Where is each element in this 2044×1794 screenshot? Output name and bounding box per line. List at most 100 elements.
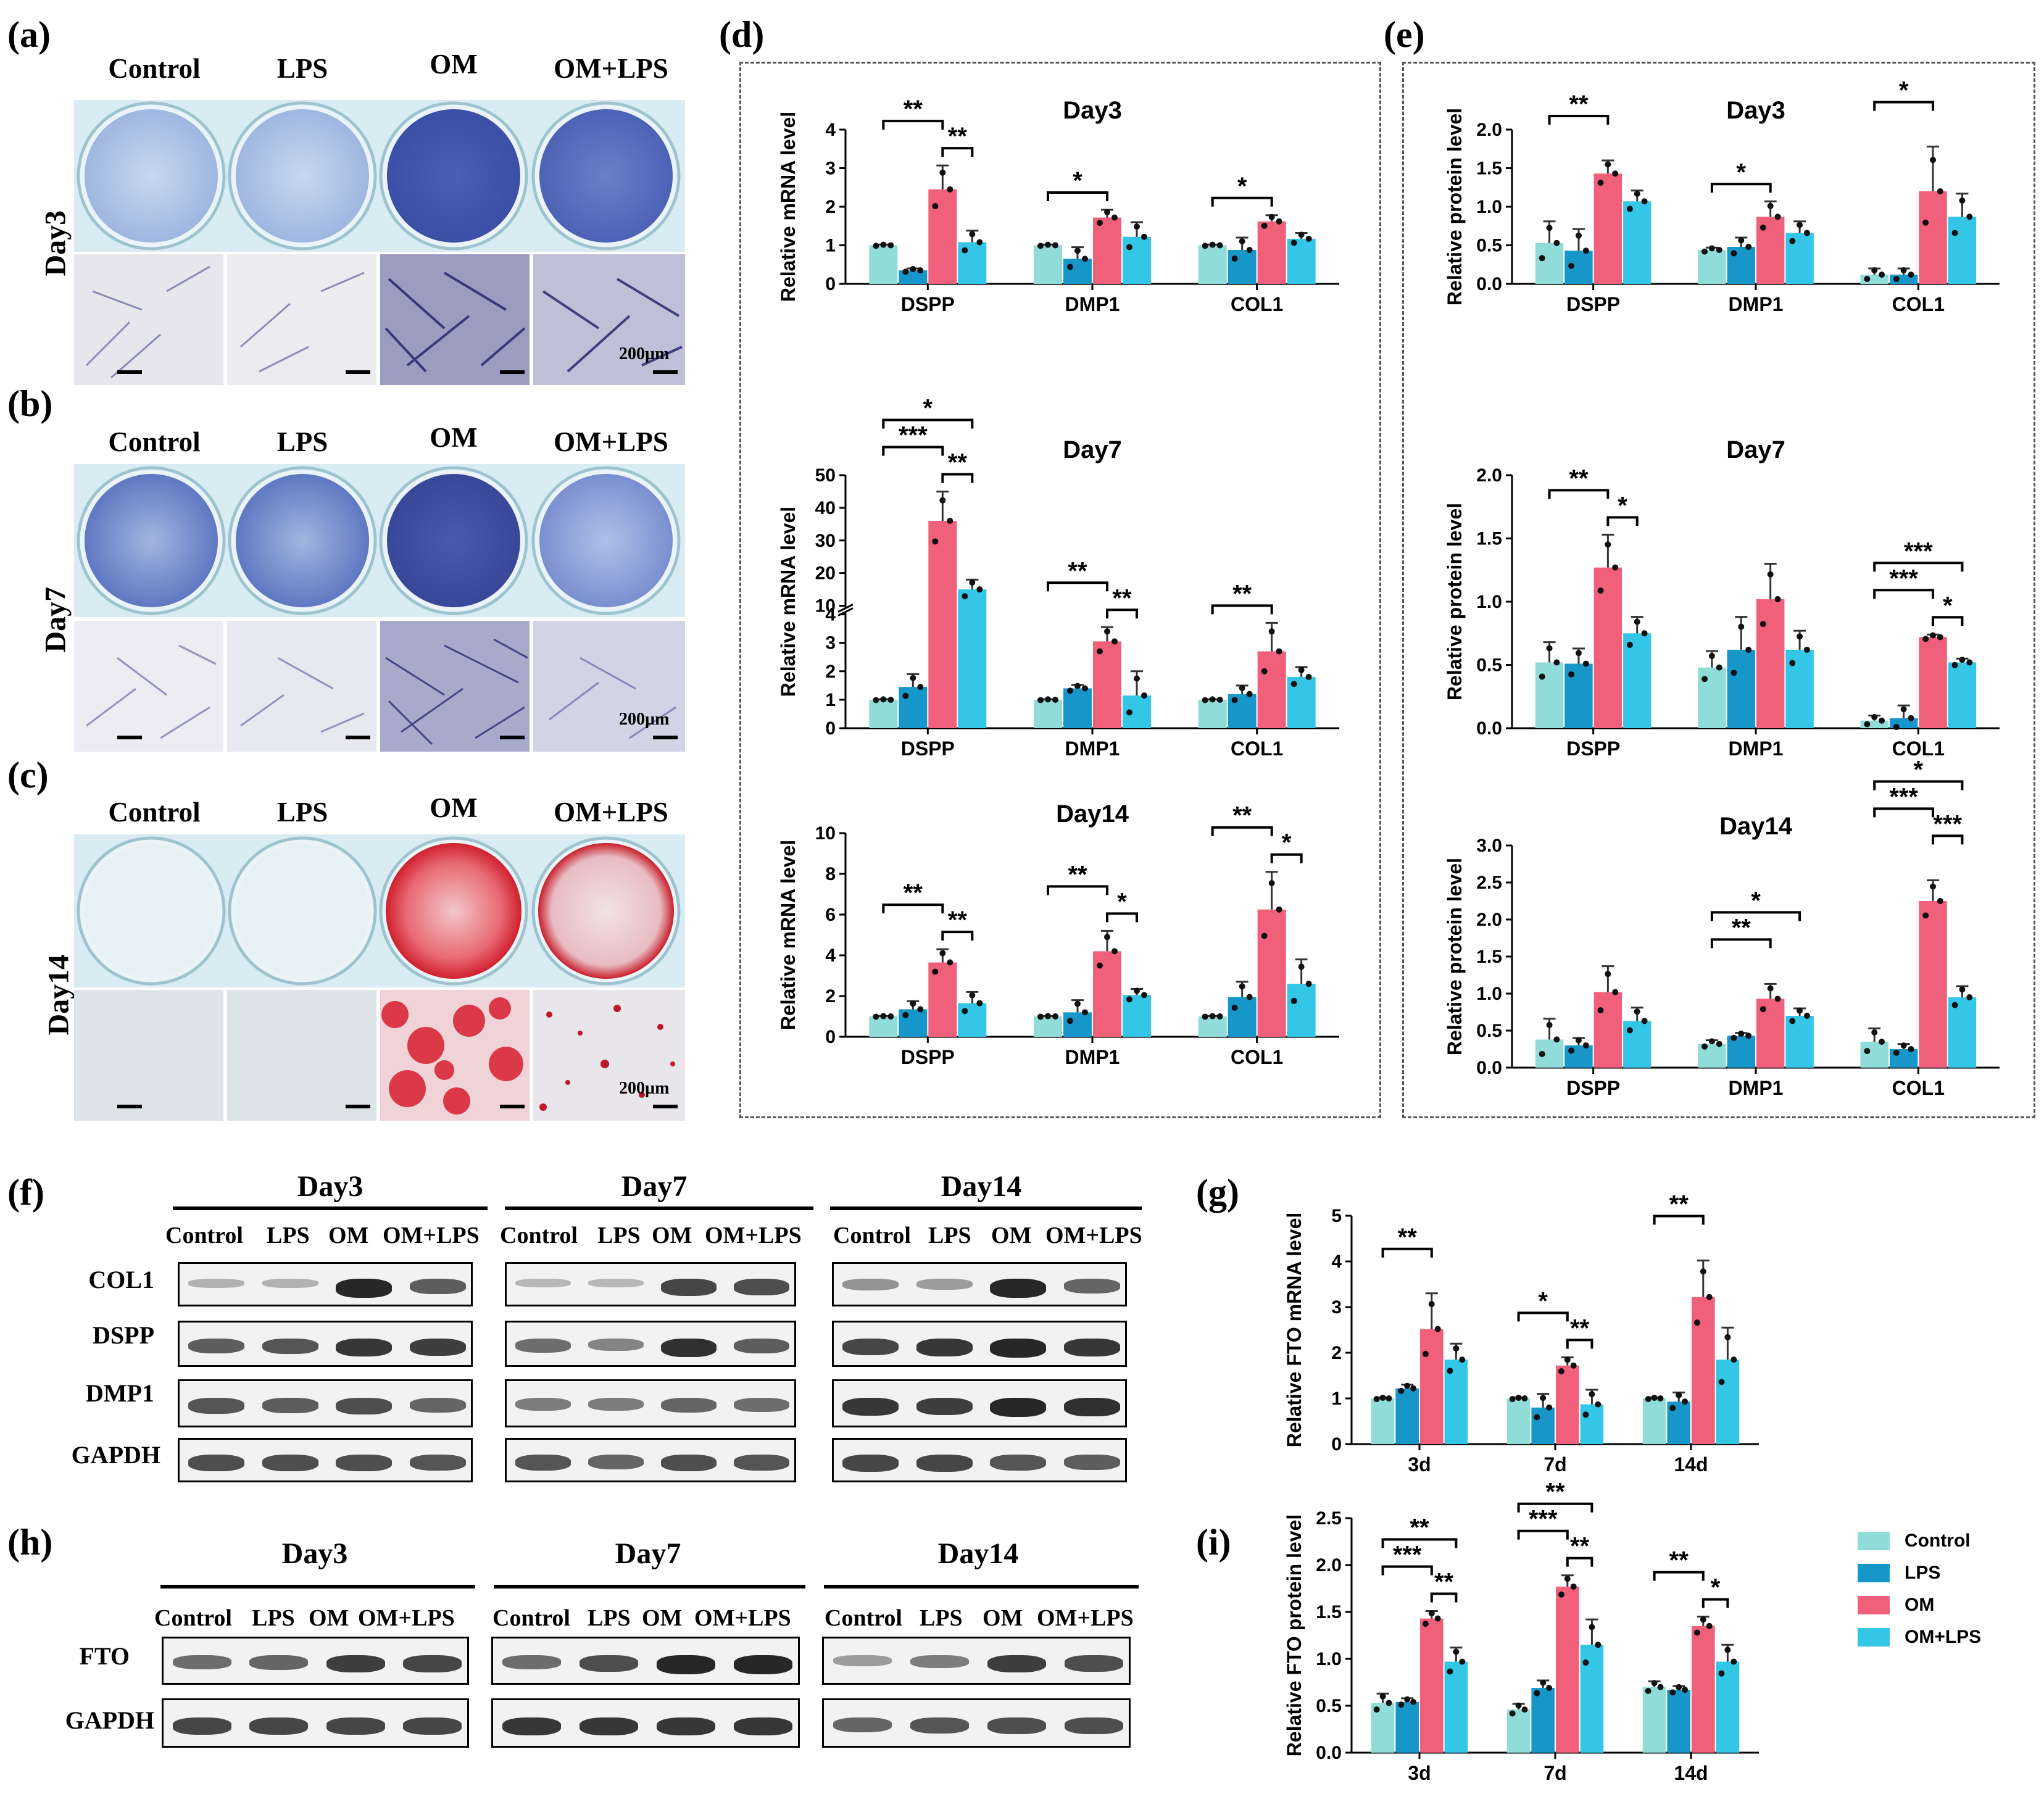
data-point	[1641, 630, 1648, 637]
data-point	[1930, 883, 1937, 890]
protein-band	[657, 1655, 715, 1675]
data-point	[1582, 247, 1589, 254]
bar	[1034, 699, 1062, 728]
data-point	[1515, 1394, 1522, 1401]
scale-bar	[346, 1105, 370, 1108]
bar	[1623, 633, 1651, 728]
data-point	[1231, 697, 1238, 704]
bar	[1948, 997, 1977, 1068]
protein-band	[588, 1279, 644, 1288]
blot-strip	[832, 1321, 1127, 1367]
bar	[1593, 173, 1622, 284]
data-point	[976, 239, 983, 246]
x-tick-label: 3d	[1408, 1453, 1431, 1476]
bar	[1034, 1016, 1062, 1037]
wb-day3: Day3	[297, 1170, 364, 1203]
significance-bracket	[1710, 938, 1772, 949]
data-point	[1558, 1591, 1564, 1598]
protein-band	[916, 1455, 973, 1472]
divider	[494, 1585, 805, 1588]
data-point	[1730, 670, 1737, 676]
bar	[1395, 1701, 1419, 1753]
wb-lane-label: Control	[500, 1223, 578, 1248]
wb-lane-label: OM+LPS	[383, 1223, 480, 1248]
data-point	[1570, 1362, 1577, 1369]
data-point	[1582, 1042, 1589, 1049]
significance-label: *	[1899, 77, 1909, 104]
data-point	[1231, 1004, 1238, 1011]
scale-bar	[500, 370, 525, 374]
legend-item-om-lps: OM+LPS	[1858, 1627, 1981, 1648]
significance-bracket	[882, 120, 944, 130]
data-point	[1521, 1706, 1528, 1713]
data-point	[1657, 1395, 1664, 1402]
blot-strip	[505, 1379, 796, 1427]
data-point	[1693, 1319, 1700, 1326]
wb-lane-label: OM+LPS	[705, 1223, 802, 1248]
data-point	[1738, 623, 1745, 630]
protein-band	[188, 1455, 245, 1471]
bar	[958, 589, 987, 728]
data-point	[1597, 180, 1604, 186]
y-tick-label: 6	[825, 905, 836, 925]
data-point	[1290, 239, 1297, 246]
significance-label: **	[1570, 1533, 1590, 1560]
data-point	[1718, 1379, 1725, 1385]
bar	[928, 962, 957, 1037]
y-tick-label: 3	[825, 633, 836, 654]
y-axis-label: Relative mRNA level	[777, 840, 799, 1030]
y-tick-label: 0.0	[1476, 718, 1502, 739]
protein-band	[734, 1279, 789, 1295]
header-control: Control	[108, 53, 201, 84]
y-tick-label: 30	[815, 531, 836, 551]
data-point	[1575, 1037, 1582, 1044]
header-control: Control	[108, 426, 201, 457]
data-point	[1797, 222, 1803, 228]
y-tick-label: 1.5	[1316, 1602, 1342, 1622]
bar	[1420, 1618, 1444, 1753]
data-point	[1434, 1326, 1441, 1332]
data-point	[1239, 238, 1245, 244]
data-point	[962, 1008, 968, 1015]
data-point	[1745, 244, 1752, 250]
data-point	[1373, 1396, 1380, 1403]
scale-bar	[653, 736, 678, 739]
wb-row-label: DSPP	[93, 1321, 154, 1349]
data-point	[1509, 1396, 1516, 1403]
significance-bracket	[941, 473, 974, 483]
significance-label: ***	[899, 422, 928, 449]
significance-label: *	[1117, 888, 1127, 915]
protein-band	[916, 1338, 973, 1356]
protein-band	[336, 1455, 393, 1471]
bar	[1257, 909, 1286, 1037]
data-point	[1716, 664, 1722, 671]
wb-lane-label: OM	[642, 1605, 683, 1631]
header-om-lps: OM+LPS	[554, 426, 668, 457]
bar	[1198, 1016, 1227, 1037]
data-point	[1459, 1356, 1466, 1363]
data-point	[1276, 648, 1282, 655]
data-point	[1582, 660, 1589, 667]
significance-label: **	[1398, 1224, 1418, 1251]
data-point	[1521, 1395, 1528, 1402]
panel-label-b: (b)	[7, 383, 53, 424]
y-tick-label: 10	[815, 596, 836, 617]
data-point	[1937, 898, 1943, 904]
scale-label-b: 200µm	[619, 710, 670, 729]
wb-lane-label: Control	[165, 1223, 243, 1248]
header-control: Control	[108, 797, 201, 828]
legend-item-lps: LPS	[1858, 1563, 1940, 1584]
y-tick-label: 1.5	[1476, 159, 1502, 179]
data-point	[1553, 1036, 1560, 1043]
bar	[1287, 238, 1316, 284]
bar	[1444, 1661, 1468, 1753]
x-tick-label: COL1	[1892, 293, 1945, 315]
data-point	[1797, 633, 1803, 640]
significance-label: *	[1914, 756, 1924, 783]
data-point	[1582, 1659, 1589, 1666]
blot-strip	[178, 1438, 473, 1482]
data-point	[1564, 1356, 1571, 1363]
chart-title: Day14	[1719, 813, 1793, 840]
protein-band	[1063, 1338, 1120, 1356]
